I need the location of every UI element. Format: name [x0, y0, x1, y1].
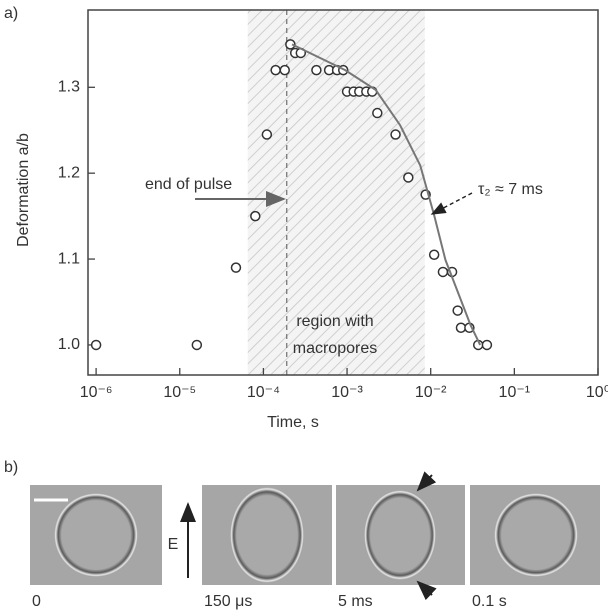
y-axis-title: Deformation a/b [15, 133, 32, 247]
data-point [261, 129, 273, 140]
x-axis-title: Time, s [267, 414, 319, 431]
data-point [390, 129, 401, 140]
y-tick-label: 1.0 [58, 336, 80, 353]
data-point [285, 39, 296, 50]
micrograph [336, 471, 465, 601]
micrograph [470, 485, 600, 585]
data-point [250, 210, 261, 222]
data-point [372, 107, 383, 119]
data-point [437, 266, 449, 278]
frame-caption: 0 [32, 593, 41, 610]
micrograph [30, 485, 162, 585]
x-tick-label: 10⁻⁴ [247, 384, 280, 401]
x-tick-label: 10⁻¹ [499, 384, 531, 401]
annotation: region with [296, 313, 373, 330]
panel-label: a) [4, 5, 18, 22]
axes-frame [87, 9, 599, 376]
data-point [90, 339, 102, 351]
x-tick-label: 10⁻⁶ [80, 384, 113, 401]
data-point [230, 262, 242, 273]
fit-line [291, 43, 482, 346]
panel-label: b) [4, 459, 18, 476]
frame-caption: 0.1 s [472, 593, 507, 610]
data-point [403, 172, 414, 183]
data-point [279, 64, 291, 76]
x-tick-label: 10⁰ [586, 384, 608, 401]
data-point [311, 64, 322, 76]
micrograph [202, 485, 332, 585]
y-tick-label: 1.2 [58, 164, 80, 181]
annotation: macropores [293, 340, 377, 357]
annotation: τ₂ ≈ 7 ms [478, 181, 543, 198]
x-tick-label: 10⁻³ [331, 384, 363, 401]
data-point [452, 305, 463, 316]
data-point [270, 64, 281, 76]
data-point [428, 249, 440, 261]
field-label: E [168, 536, 179, 553]
data-point [191, 339, 203, 351]
frame-caption: 150 μs [204, 593, 252, 610]
data-point [455, 322, 467, 334]
y-tick-label: 1.1 [58, 250, 80, 267]
x-tick-label: 10⁻² [415, 384, 447, 401]
y-tick-label: 1.3 [58, 79, 80, 96]
data-point [481, 339, 493, 351]
annotation: end of pulse [145, 176, 232, 193]
x-tick-label: 10⁻⁵ [163, 384, 196, 401]
arrow [430, 192, 473, 215]
frame-caption: 5 ms [338, 593, 373, 610]
